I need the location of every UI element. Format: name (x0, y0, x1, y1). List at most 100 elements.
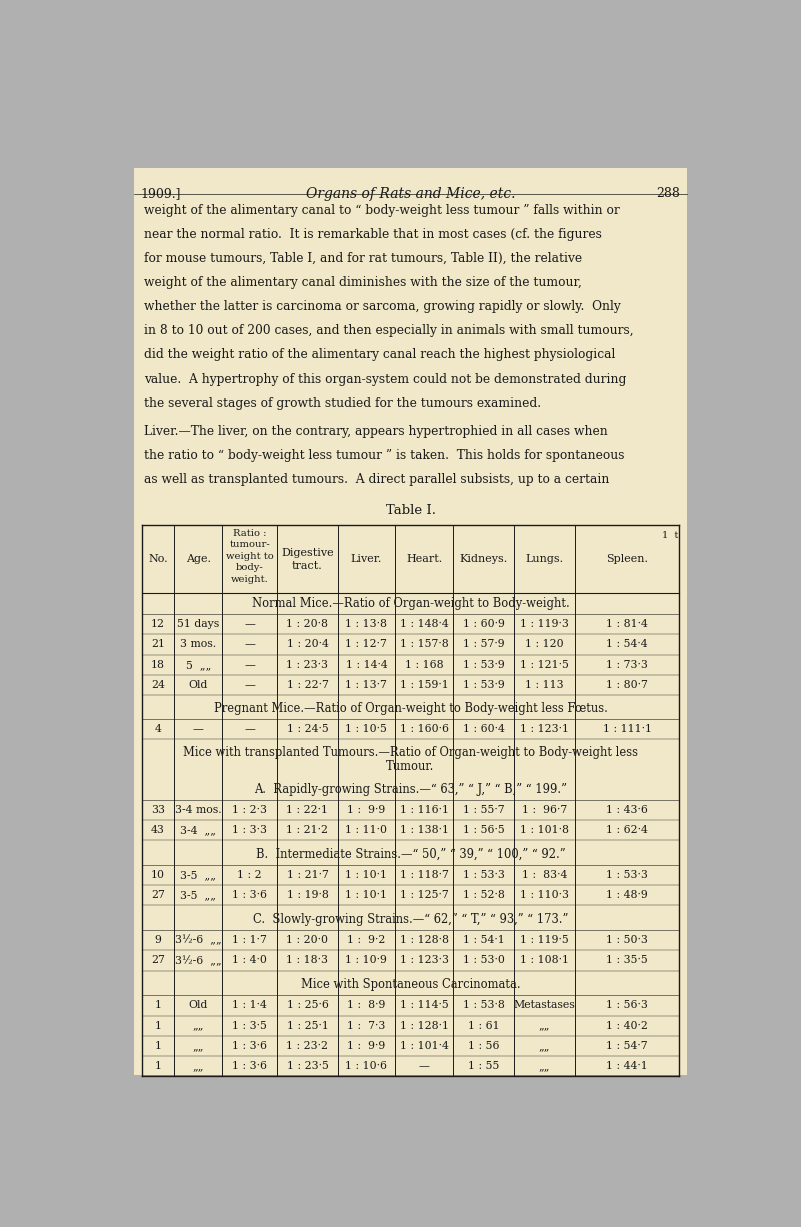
Text: 288: 288 (657, 187, 681, 200)
Text: 1 : 116·1: 1 : 116·1 (400, 805, 449, 815)
Text: 10: 10 (151, 870, 165, 880)
Text: 1 : 56·5: 1 : 56·5 (463, 825, 505, 836)
Text: weight of the alimentary canal to “ body-weight less tumour ” falls within or: weight of the alimentary canal to “ body… (143, 204, 619, 217)
Text: 1 : 3·3: 1 : 3·3 (232, 825, 268, 836)
Bar (135, 168, 686, 1075)
Text: 1 : 168: 1 : 168 (405, 660, 444, 670)
Text: „„: „„ (539, 1040, 550, 1052)
Text: Tumour.: Tumour. (386, 760, 435, 773)
Text: 1 : 13·8: 1 : 13·8 (345, 620, 388, 629)
Text: —: — (244, 724, 256, 734)
Text: value.  A hypertrophy of this organ-system could not be demonstrated during: value. A hypertrophy of this organ-syste… (143, 373, 626, 385)
Text: 1 : 101·4: 1 : 101·4 (400, 1040, 449, 1052)
Text: 1 : 110·3: 1 : 110·3 (520, 891, 569, 901)
Text: Digestive
tract.: Digestive tract. (281, 547, 334, 571)
Text: 1 : 159·1: 1 : 159·1 (400, 680, 449, 690)
Text: 1 : 4·0: 1 : 4·0 (232, 956, 268, 966)
Text: „„: „„ (192, 1061, 204, 1071)
Text: 1 :  83·4: 1 : 83·4 (522, 870, 567, 880)
Text: 5  „„: 5 „„ (186, 660, 211, 670)
Text: 24: 24 (151, 680, 165, 690)
Text: 3½-6  „„: 3½-6 „„ (175, 955, 222, 966)
Text: whether the latter is carcinoma or sarcoma, growing rapidly or slowly.  Only: whether the latter is carcinoma or sarco… (143, 301, 620, 313)
Text: 1 : 2·3: 1 : 2·3 (232, 805, 268, 815)
Text: 1 :  8·9: 1 : 8·9 (348, 1000, 385, 1010)
Text: 1 : 148·4: 1 : 148·4 (400, 620, 449, 629)
Text: Normal Mice.—Ratio of Organ-weight to Body-weight.: Normal Mice.—Ratio of Organ-weight to Bo… (252, 598, 570, 610)
Text: 1 : 10·1: 1 : 10·1 (345, 870, 388, 880)
Text: 1 : 53·9: 1 : 53·9 (463, 660, 505, 670)
Text: 1 : 119·5: 1 : 119·5 (520, 935, 569, 945)
Text: 1 : 111·1: 1 : 111·1 (602, 724, 652, 734)
Text: Liver.: Liver. (351, 555, 382, 564)
Text: 1 : 54·4: 1 : 54·4 (606, 639, 648, 649)
Text: 1: 1 (155, 1040, 161, 1052)
Text: 1 : 52·8: 1 : 52·8 (463, 891, 505, 901)
Text: 1 : 40·2: 1 : 40·2 (606, 1021, 648, 1031)
Text: 1 : 19·8: 1 : 19·8 (287, 891, 328, 901)
Text: 1 : 24·5: 1 : 24·5 (287, 724, 328, 734)
Text: 1 : 57·9: 1 : 57·9 (463, 639, 505, 649)
Text: 1 :  7·3: 1 : 7·3 (348, 1021, 385, 1031)
Text: 3½-6  „„: 3½-6 „„ (175, 935, 222, 946)
Text: 1 : 121·5: 1 : 121·5 (520, 660, 569, 670)
Text: 3-4 mos.: 3-4 mos. (175, 805, 222, 815)
Text: 1 : 60·9: 1 : 60·9 (463, 620, 505, 629)
Text: 1 : 10·6: 1 : 10·6 (345, 1061, 388, 1071)
Text: 1 : 18·3: 1 : 18·3 (287, 956, 328, 966)
Text: 1 : 10·5: 1 : 10·5 (345, 724, 388, 734)
Text: Age.: Age. (186, 555, 211, 564)
Text: 1 : 81·4: 1 : 81·4 (606, 620, 648, 629)
Text: 1 : 23·5: 1 : 23·5 (287, 1061, 328, 1071)
Text: 1 : 55·7: 1 : 55·7 (463, 805, 505, 815)
Text: 1 : 43·6: 1 : 43·6 (606, 805, 648, 815)
Text: 1 : 113: 1 : 113 (525, 680, 564, 690)
Text: 27: 27 (151, 891, 165, 901)
Text: Old: Old (188, 680, 208, 690)
Text: 1: 1 (155, 1021, 161, 1031)
Text: 1 : 128·1: 1 : 128·1 (400, 1021, 449, 1031)
Text: 1 : 108·1: 1 : 108·1 (520, 956, 569, 966)
Text: Old: Old (188, 1000, 208, 1010)
Text: 1 : 2: 1 : 2 (237, 870, 262, 880)
Text: 1 :  9·9: 1 : 9·9 (348, 805, 385, 815)
Text: 3 mos.: 3 mos. (180, 639, 216, 649)
Text: Organs of Rats and Mice, etc.: Organs of Rats and Mice, etc. (306, 187, 515, 201)
Text: „„: „„ (192, 1021, 204, 1031)
Text: 1 : 20·4: 1 : 20·4 (287, 639, 328, 649)
Text: Mice with transplanted Tumours.—Ratio of Organ-weight to Body-weight less: Mice with transplanted Tumours.—Ratio of… (183, 746, 638, 758)
Text: 1 : 123·3: 1 : 123·3 (400, 956, 449, 966)
Text: 18: 18 (151, 660, 165, 670)
Text: 1 : 138·1: 1 : 138·1 (400, 825, 449, 836)
Text: 1 : 53·3: 1 : 53·3 (463, 870, 505, 880)
Text: 27: 27 (151, 956, 165, 966)
Text: 1 : 22·1: 1 : 22·1 (287, 805, 328, 815)
Text: Liver.—The liver, on the contrary, appears hypertrophied in all cases when: Liver.—The liver, on the contrary, appea… (143, 425, 607, 438)
Text: Table I.: Table I. (385, 504, 436, 518)
Text: 1 : 101·8: 1 : 101·8 (520, 825, 569, 836)
Text: 1 : 1·7: 1 : 1·7 (232, 935, 268, 945)
Text: the ratio to “ body-weight less tumour ” is taken.  This holds for spontaneous: the ratio to “ body-weight less tumour ”… (143, 449, 624, 461)
Text: 1 : 61: 1 : 61 (468, 1021, 500, 1031)
Text: 1 : 53·0: 1 : 53·0 (463, 956, 505, 966)
Text: 3-5  „„: 3-5 „„ (180, 891, 216, 901)
Text: 1 : 60·4: 1 : 60·4 (463, 724, 505, 734)
Text: 1 : 119·3: 1 : 119·3 (520, 620, 569, 629)
Text: 1 : 54·1: 1 : 54·1 (463, 935, 505, 945)
Text: 33: 33 (151, 805, 165, 815)
Text: 1909.]: 1909.] (140, 187, 181, 200)
Text: 1 : 73·3: 1 : 73·3 (606, 660, 648, 670)
Text: as well as transplanted tumours.  A direct parallel subsists, up to a certain: as well as transplanted tumours. A direc… (143, 472, 609, 486)
Text: 1 : 157·8: 1 : 157·8 (400, 639, 449, 649)
Text: in 8 to 10 out of 200 cases, and then especially in animals with small tumours,: in 8 to 10 out of 200 cases, and then es… (143, 324, 634, 337)
Text: 1: 1 (155, 1000, 161, 1010)
Text: did the weight ratio of the alimentary canal reach the highest physiological: did the weight ratio of the alimentary c… (143, 348, 615, 362)
Text: B.  Intermediate Strains.—“ 50,” “ 39,” “ 100,” “ 92.”: B. Intermediate Strains.—“ 50,” “ 39,” “… (256, 848, 566, 861)
Text: 1 : 114·5: 1 : 114·5 (400, 1000, 449, 1010)
Text: 1 : 54·7: 1 : 54·7 (606, 1040, 648, 1052)
Text: 1 : 12·7: 1 : 12·7 (345, 639, 388, 649)
Text: 1 : 3·5: 1 : 3·5 (232, 1021, 268, 1031)
Text: the several stages of growth studied for the tumours examined.: the several stages of growth studied for… (143, 396, 541, 410)
Text: 1  t: 1 t (662, 531, 678, 540)
Text: —: — (244, 680, 256, 690)
